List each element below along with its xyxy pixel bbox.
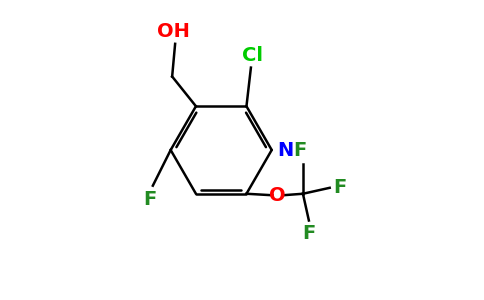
Text: Cl: Cl	[242, 46, 263, 64]
Text: F: F	[143, 190, 156, 209]
Text: OH: OH	[157, 22, 190, 41]
Text: F: F	[333, 178, 347, 197]
Text: O: O	[270, 186, 286, 205]
Text: F: F	[293, 142, 306, 160]
Text: F: F	[302, 224, 316, 243]
Text: N: N	[277, 140, 293, 160]
